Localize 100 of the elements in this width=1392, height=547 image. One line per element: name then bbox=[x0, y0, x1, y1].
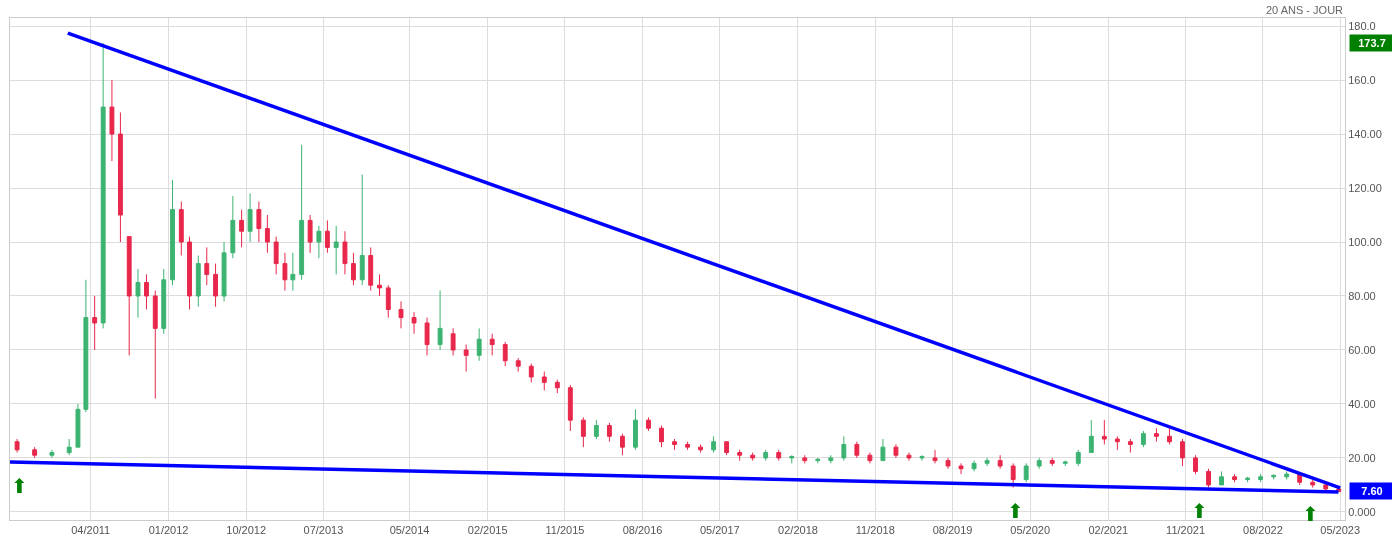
candlestick bbox=[984, 457, 990, 467]
candlestick bbox=[83, 279, 89, 413]
candlestick bbox=[247, 192, 253, 243]
text: 173.7 bbox=[1358, 37, 1386, 49]
candlestick bbox=[750, 452, 756, 462]
candlestick bbox=[867, 452, 873, 464]
y-tick-label: 40.00 bbox=[1348, 397, 1376, 410]
candlestick bbox=[606, 422, 612, 443]
y-tick-label: 100.00 bbox=[1348, 235, 1382, 248]
candlestick bbox=[476, 327, 482, 362]
candlestick bbox=[100, 42, 106, 329]
y-tick-label: 20.00 bbox=[1348, 451, 1376, 464]
candlestick bbox=[307, 214, 313, 254]
y-tick-label: 80.00 bbox=[1348, 289, 1376, 302]
candlestick bbox=[854, 441, 860, 459]
candlestick bbox=[299, 144, 305, 281]
candlestick bbox=[802, 454, 808, 464]
candlestick bbox=[593, 419, 599, 440]
candlestick bbox=[75, 403, 81, 448]
candlestick bbox=[92, 295, 98, 351]
annotation: ⬆ bbox=[1191, 499, 1208, 523]
candlestick bbox=[1036, 457, 1042, 470]
text: 7.60 bbox=[1361, 485, 1383, 497]
candlestick bbox=[1088, 419, 1094, 454]
candlestick bbox=[1258, 473, 1264, 483]
candlestick bbox=[554, 379, 560, 394]
candlestick bbox=[932, 449, 938, 464]
x-tick-label: 05/2020 bbox=[1010, 524, 1051, 537]
candlestick bbox=[828, 454, 834, 464]
candlestick bbox=[49, 449, 55, 459]
candlestick bbox=[170, 179, 175, 286]
candlestick bbox=[1284, 470, 1290, 481]
x-tick-label: 02/2018 bbox=[778, 524, 818, 537]
candlestick bbox=[633, 408, 638, 451]
candlestick bbox=[619, 433, 625, 456]
candlestick bbox=[502, 341, 508, 367]
candlestick bbox=[333, 225, 339, 275]
x-tick-label: 08/2019 bbox=[932, 524, 973, 537]
candlestick bbox=[152, 290, 158, 400]
x-tick-label: 01/2012 bbox=[148, 524, 189, 537]
candlestick bbox=[161, 268, 167, 335]
candlestick bbox=[126, 236, 132, 356]
candlestick bbox=[1271, 473, 1277, 481]
candlestick bbox=[290, 252, 296, 292]
candlestick bbox=[528, 362, 534, 383]
candlestick bbox=[385, 284, 391, 319]
candlestick bbox=[144, 273, 149, 310]
candlestick bbox=[945, 457, 951, 470]
candlestick bbox=[316, 225, 322, 259]
annotation: ⬆ bbox=[1302, 502, 1319, 526]
candlestick bbox=[1180, 438, 1185, 467]
candlestick bbox=[282, 252, 288, 292]
candlestick bbox=[109, 79, 115, 162]
x-tick-label: 05/2014 bbox=[389, 524, 430, 537]
x-tick-label: 04/2011 bbox=[71, 524, 111, 537]
candlestick bbox=[1206, 468, 1211, 489]
candlestick bbox=[351, 252, 356, 286]
candlestick bbox=[368, 246, 374, 292]
candlestick bbox=[437, 290, 443, 351]
candlestick bbox=[14, 438, 20, 454]
candlestick bbox=[893, 443, 899, 459]
candlestick bbox=[377, 273, 382, 297]
candlestick bbox=[213, 263, 218, 308]
candlestick bbox=[239, 209, 245, 248]
candlestick bbox=[1310, 479, 1316, 489]
candlestick bbox=[1232, 473, 1238, 483]
candlestick bbox=[685, 441, 690, 451]
x-tick-label: 02/2021 bbox=[1088, 524, 1129, 537]
candlestick bbox=[958, 462, 964, 475]
x-tick-label: 07/2013 bbox=[303, 524, 344, 537]
candlestick bbox=[672, 438, 677, 451]
candlestick bbox=[256, 201, 262, 243]
candlestick bbox=[880, 438, 886, 462]
candlestick bbox=[1167, 427, 1172, 445]
candlestick bbox=[204, 246, 210, 286]
candlestick bbox=[1114, 435, 1120, 451]
text: 20 ANS - JOUR bbox=[1266, 4, 1344, 16]
candlestick bbox=[264, 214, 270, 254]
y-tick-label: 0.000 bbox=[1348, 505, 1376, 518]
y-tick-label: 60.00 bbox=[1348, 343, 1376, 356]
candlestick bbox=[324, 219, 330, 254]
y-tick-label: 120.00 bbox=[1348, 181, 1382, 194]
annotation: ⬆ bbox=[11, 474, 28, 498]
candlestick bbox=[646, 416, 651, 432]
candlestick bbox=[135, 268, 141, 319]
candlestick bbox=[997, 454, 1003, 470]
candlestick bbox=[1153, 427, 1159, 443]
candlestick bbox=[450, 327, 456, 356]
candlestick bbox=[724, 441, 730, 456]
candlestick bbox=[1245, 476, 1251, 483]
candlestick bbox=[195, 255, 201, 308]
candlestick bbox=[1140, 430, 1146, 448]
candlestick bbox=[906, 452, 912, 462]
candlestick bbox=[971, 460, 977, 472]
candlestick bbox=[1075, 449, 1081, 467]
candlestick bbox=[230, 195, 236, 259]
candlestick bbox=[489, 333, 495, 356]
candlestick bbox=[1049, 457, 1055, 467]
candlestick bbox=[1062, 460, 1068, 467]
candlestick bbox=[221, 241, 227, 302]
